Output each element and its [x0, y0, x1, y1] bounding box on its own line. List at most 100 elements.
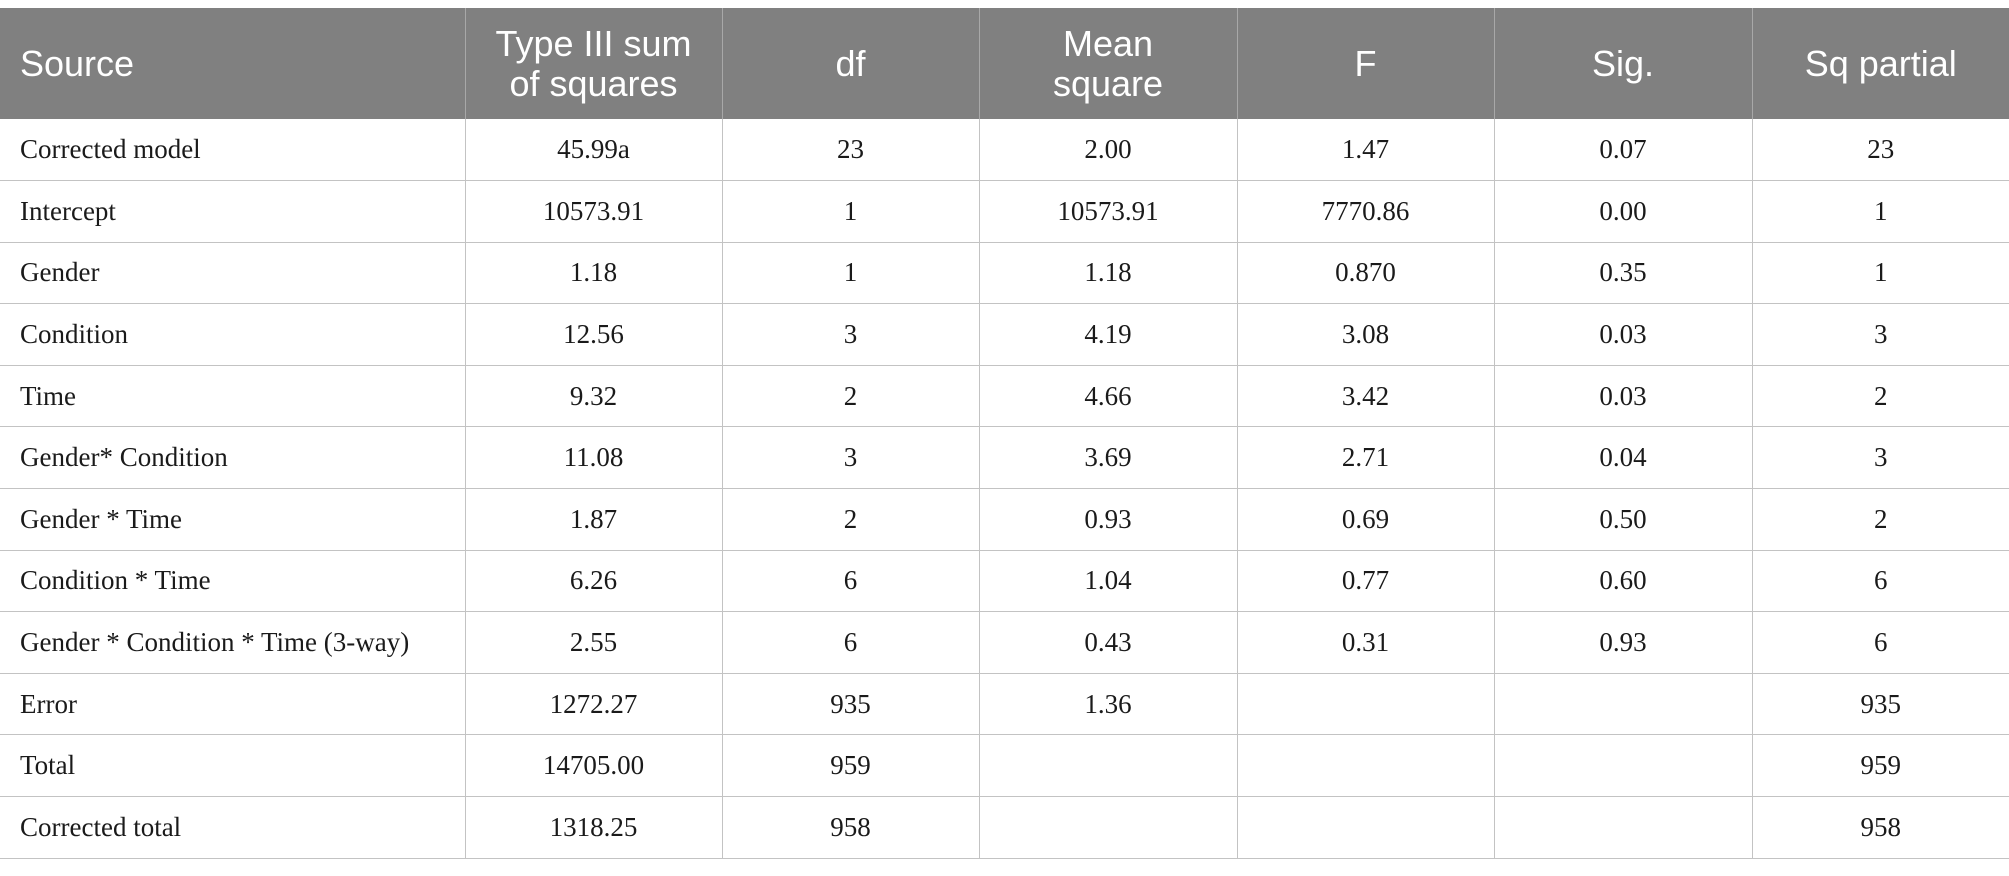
table-row: Intercept 10573.91 1 10573.91 7770.86 0.00 1: [0, 180, 2009, 243]
cell-f-value: 2.71: [1236, 426, 1495, 490]
cell-f-value: 3.08: [1236, 303, 1495, 366]
table-row: Gender 1.18 1 1.18 0.870 0.35 1: [0, 241, 2009, 305]
cell-mean-square: 4.66: [978, 364, 1238, 428]
cell-sq-partial: 23: [1751, 119, 2009, 182]
cell-sum-of-squares: 1.18: [464, 241, 723, 305]
cell-df: 959: [721, 734, 980, 798]
cell-mean-square: [978, 734, 1238, 798]
cell-source: Intercept: [0, 180, 466, 243]
cell-df: 1: [721, 180, 980, 243]
table-row: Corrected model 45.99a 23 2.00 1.47 0.07 23: [0, 119, 2009, 182]
cell-source: Total: [0, 734, 466, 798]
column-header-text: F: [1354, 42, 1377, 84]
cell-sum-of-squares: 14705.00: [464, 734, 723, 798]
cell-sum-of-squares: 1272.27: [464, 672, 723, 736]
cell-df: 3: [721, 426, 980, 490]
cell-source: Condition: [0, 303, 466, 366]
cell-mean-square: 1.36: [978, 672, 1238, 736]
table-row: Gender* Condition 11.08 3 3.69 2.71 0.04 3: [0, 426, 2009, 490]
cell-significance: [1493, 672, 1753, 736]
cell-df: 2: [721, 488, 980, 551]
cell-f-value: [1236, 734, 1495, 798]
table-row: Gender * Condition * Time (3-way) 2.55 6 0.…: [0, 611, 2009, 674]
table-row: Condition 12.56 3 4.19 3.08 0.03 3: [0, 303, 2009, 366]
cell-f-value: 0.69: [1236, 488, 1495, 551]
cell-source: Corrected model: [0, 119, 466, 182]
cell-mean-square: 1.04: [978, 549, 1238, 613]
cell-sq-partial: 6: [1751, 549, 2009, 613]
cell-f-value: 1.47: [1236, 119, 1495, 182]
column-header-mean-square: Mean square: [978, 8, 1237, 119]
cell-f-value: 0.31: [1236, 611, 1495, 674]
cell-mean-square: 0.43: [978, 611, 1238, 674]
table-row: Condition * Time 6.26 6 1.04 0.77 0.60 6: [0, 549, 2009, 613]
anova-table-container: Source Type III sum of squares df Mean square…: [0, 8, 2009, 859]
table-row: Corrected total 1318.25 958 958: [0, 796, 2009, 859]
cell-f-value: [1236, 672, 1495, 736]
cell-sq-partial: 1: [1751, 180, 2009, 243]
cell-significance: 0.50: [1493, 488, 1753, 551]
cell-significance: 0.03: [1493, 364, 1753, 428]
cell-mean-square: 10573.91: [978, 180, 1238, 243]
cell-significance: 0.93: [1493, 611, 1753, 674]
cell-sum-of-squares: 2.55: [464, 611, 723, 674]
column-header-text: Type III sum: [495, 22, 692, 64]
column-header-f-value: F: [1236, 8, 1494, 119]
table-row: Time 9.32 2 4.66 3.42 0.03 2: [0, 364, 2009, 428]
table-row: Error 1272.27 935 1.36 935: [0, 672, 2009, 736]
cell-df: 1: [721, 241, 980, 305]
column-header-text: df: [835, 42, 866, 84]
cell-f-value: 3.42: [1236, 364, 1495, 428]
cell-significance: 0.35: [1493, 241, 1753, 305]
column-header-text: Mean: [1062, 22, 1154, 64]
cell-significance: 0.07: [1493, 119, 1753, 182]
table-row: Gender * Time 1.87 2 0.93 0.69 0.50 2: [0, 488, 2009, 551]
column-header-text: square: [1052, 62, 1164, 104]
cell-significance: [1493, 734, 1753, 798]
cell-sum-of-squares: 1.87: [464, 488, 723, 551]
cell-significance: [1493, 796, 1753, 859]
cell-sq-partial: 2: [1751, 488, 2009, 551]
cell-mean-square: 0.93: [978, 488, 1238, 551]
cell-sq-partial: 6: [1751, 611, 2009, 674]
cell-significance: 0.60: [1493, 549, 1753, 613]
cell-sum-of-squares: 45.99a: [464, 119, 723, 182]
anova-table: Source Type III sum of squares df Mean square…: [0, 8, 2009, 859]
cell-significance: 0.04: [1493, 426, 1753, 490]
cell-sum-of-squares: 9.32: [464, 364, 723, 428]
cell-significance: 0.03: [1493, 303, 1753, 366]
cell-sum-of-squares: 10573.91: [464, 180, 723, 243]
cell-f-value: 0.77: [1236, 549, 1495, 613]
column-header-text: of squares: [509, 62, 678, 104]
cell-source: Gender * Time: [0, 488, 466, 551]
cell-source: Gender* Condition: [0, 426, 466, 490]
table-row: Total 14705.00 959 959: [0, 734, 2009, 798]
cell-sq-partial: 1: [1751, 241, 2009, 305]
cell-mean-square: 1.18: [978, 241, 1238, 305]
cell-sum-of-squares: 6.26: [464, 549, 723, 613]
cell-source: Gender: [0, 241, 466, 305]
column-header-significance: Sig.: [1493, 8, 1752, 119]
cell-source: Corrected total: [0, 796, 466, 859]
cell-sq-partial: 935: [1751, 672, 2009, 736]
cell-df: 6: [721, 549, 980, 613]
cell-mean-square: 3.69: [978, 426, 1238, 490]
cell-sq-partial: 3: [1751, 303, 2009, 366]
column-header-text: Sig.: [1591, 42, 1655, 84]
column-header-df: df: [721, 8, 979, 119]
table-body: Corrected model 45.99a 23 2.00 1.47 0.07 23 Int…: [0, 119, 2009, 859]
cell-significance: 0.00: [1493, 180, 1753, 243]
cell-df: 23: [721, 119, 980, 182]
column-header-text: Source: [20, 42, 135, 84]
column-header-text: Sq partial: [1804, 42, 1957, 84]
cell-f-value: 7770.86: [1236, 180, 1495, 243]
cell-mean-square: [978, 796, 1238, 859]
cell-source: Error: [0, 672, 466, 736]
cell-df: 935: [721, 672, 980, 736]
cell-f-value: [1236, 796, 1495, 859]
column-header-sq-partial: Sq partial: [1751, 8, 2009, 119]
cell-source: Condition * Time: [0, 549, 466, 613]
column-header-source: Source: [0, 8, 465, 119]
header-row: Source Type III sum of squares df Mean square…: [0, 8, 2009, 119]
cell-f-value: 0.870: [1236, 241, 1495, 305]
